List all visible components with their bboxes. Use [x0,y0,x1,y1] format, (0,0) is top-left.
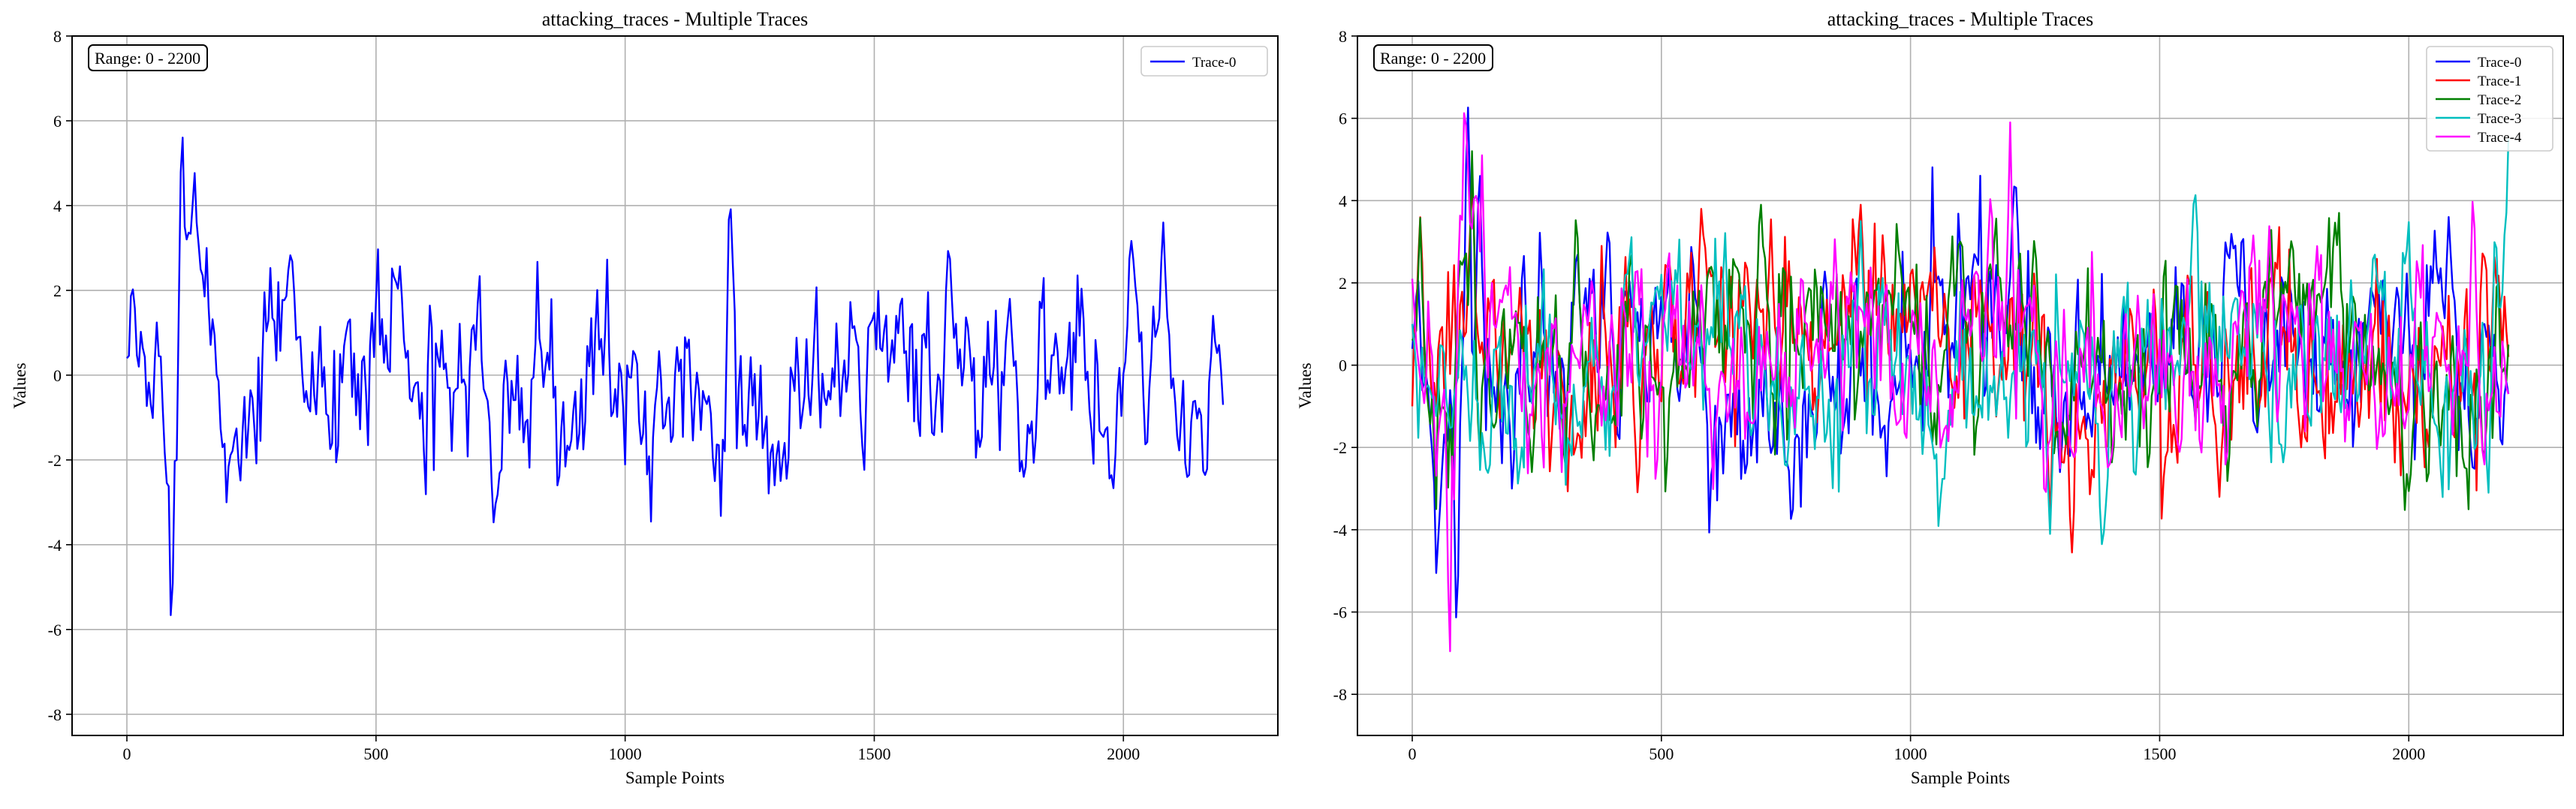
y-tick-label: -8 [48,705,62,724]
y-tick-label: 0 [53,366,62,385]
x-tick-label: 500 [1649,744,1674,763]
legend: Trace-0 [1140,46,1268,77]
legend-label: Trace-0 [1192,55,1236,71]
legend-label: Trace-3 [2478,111,2521,127]
x-tick-label: 0 [1409,744,1417,763]
y-tick-label: -4 [48,536,62,555]
chart-right: 0 500 1000 1500 2000 -8 -6 -4 -2 0 2 4 6 8 attacking_t… [1296,8,2564,787]
plot-frame [1357,35,2564,736]
y-tick-label: -2 [48,451,62,470]
x-tick-label: 1000 [1894,744,1927,763]
y-axis-label: Values [11,362,29,408]
y-tick-label: 4 [53,197,62,215]
chart-title: attacking_traces - Multiple Traces [542,8,809,30]
y-tick-label: -6 [1333,603,1347,622]
range-annotation: Range: 0 - 2200 [1380,49,1486,68]
y-tick-label: -2 [1333,438,1347,457]
legend-label: Trace-1 [2478,74,2521,89]
plot-frame [71,35,1279,736]
range-annotation: Range: 0 - 2200 [95,49,200,68]
x-tick-label: 1500 [857,744,890,763]
y-tick-label: 8 [53,27,62,46]
legend-box [1140,46,1268,77]
y-tick-label: 0 [1339,356,1347,375]
series-line-trace-1 [1411,179,2510,554]
series-group [1411,107,2510,652]
range-annotation-box [88,44,208,71]
y-tick-label: -6 [48,621,62,639]
y-tick-label: 6 [53,112,62,131]
y-tick-label: 4 [1339,191,1347,210]
legend-label: Trace-2 [2478,92,2521,108]
chart-title: attacking_traces - Multiple Traces [1827,8,2094,30]
x-tick-label: 2000 [2392,744,2425,763]
x-tick-label: 2000 [1107,744,1140,763]
series-line-trace-2 [1411,150,2510,511]
legend: Trace-0 Trace-1 Trace-2 Trace-3 Trace-4 [2426,46,2553,152]
y-axis-label: Values [1296,362,1315,408]
y-tick-label: -8 [1333,685,1347,704]
x-tick-label: 1000 [609,744,642,763]
y-tick-label: 2 [53,281,62,300]
y-tick-label: 6 [1339,110,1347,128]
legend-box [2426,46,2553,152]
series-line-trace-4 [1411,112,2510,652]
y-tick-label: 2 [1339,274,1347,293]
chart-left: 0 500 1000 1500 2000 -8 -6 -4 -2 0 2 4 6 8 attacking_t… [11,8,1279,787]
x-axis-label: Sample Points [1911,768,2010,787]
series-group [126,137,1225,616]
legend-label: Trace-4 [2478,130,2522,146]
x-tick-label: 0 [123,744,131,763]
y-tick-label: 8 [1339,27,1347,46]
legend-label: Trace-0 [2478,55,2521,71]
y-tick-label: -4 [1333,521,1347,540]
x-axis-label: Sample Points [625,768,725,787]
range-annotation-box [1373,44,1493,71]
x-tick-label: 1500 [2143,744,2176,763]
x-tick-label: 500 [363,744,388,763]
series-line-trace-0 [126,137,1225,616]
